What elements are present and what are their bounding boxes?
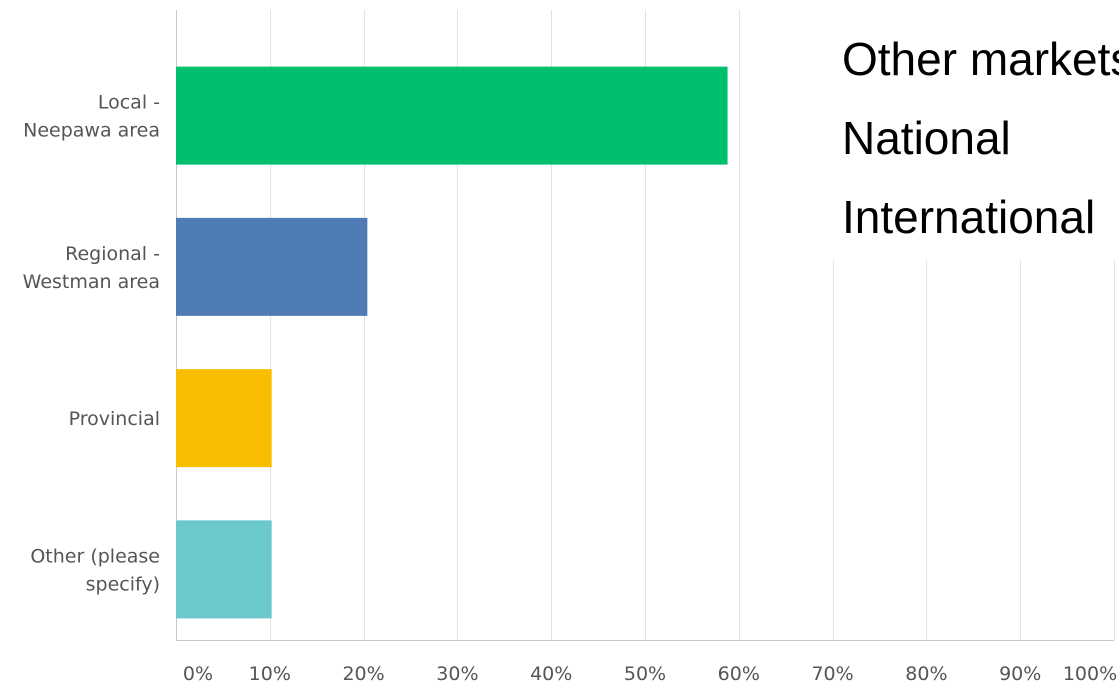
x-tick-label: 100% [1063, 663, 1117, 685]
x-tick-label: 80% [905, 663, 947, 685]
overlay-line-national: National [842, 112, 1011, 164]
x-tick-label: 10% [249, 663, 291, 685]
overlay-line-international: International [842, 191, 1096, 243]
category-label: Provincial [69, 408, 160, 430]
category-label: specify) [86, 573, 160, 595]
category-label: Other (please [30, 545, 160, 567]
bar [176, 520, 272, 619]
x-tick-label: 40% [530, 663, 572, 685]
x-tick-label: 90% [999, 663, 1041, 685]
category-label: Regional - [65, 243, 160, 265]
x-tick-label: 0% [183, 663, 213, 685]
other-markets-textbox: Other markets: National International [800, 10, 1119, 260]
category-label: Local - [98, 92, 160, 114]
bar [176, 217, 368, 316]
x-tick-label: 70% [811, 663, 853, 685]
category-label: Neepawa area [23, 120, 160, 142]
x-tick-label: 30% [436, 663, 478, 685]
category-labels: Local - Neepawa area Regional - Westman are… [23, 92, 160, 596]
x-tick-label: 20% [342, 663, 384, 685]
category-label: Westman area [23, 271, 160, 293]
overlay-line-other-markets: Other markets: [842, 33, 1119, 85]
bar [176, 369, 272, 468]
x-tick-label: 60% [718, 663, 760, 685]
x-tick-labels: 0% 10% 20% 30% 40% 50% 60% 70% 80% 90% 100% [183, 663, 1117, 685]
x-tick-label: 50% [624, 663, 666, 685]
bars [176, 66, 728, 619]
bar [176, 66, 728, 165]
